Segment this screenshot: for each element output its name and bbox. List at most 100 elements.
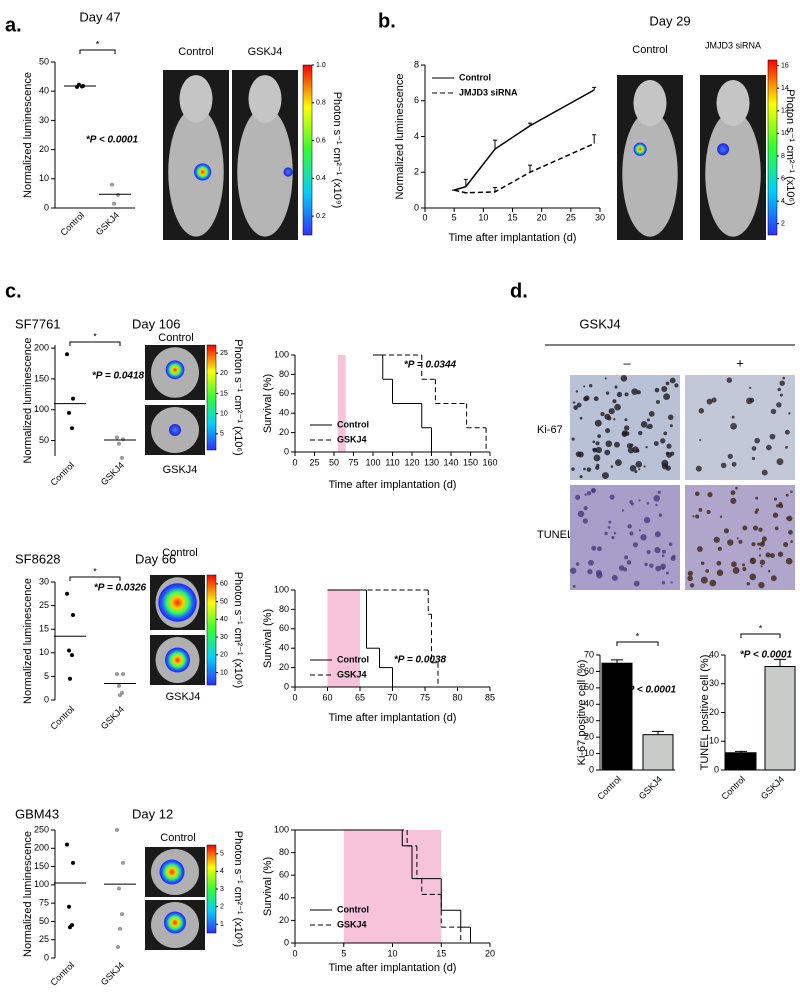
colorbar-tick-label: 16 (781, 62, 789, 69)
stained-cell (648, 411, 655, 417)
data-point (120, 455, 124, 460)
x-tick-label: 60 (322, 692, 332, 702)
stained-cell (661, 549, 666, 554)
stained-cell (667, 414, 674, 421)
category-label: GSKJ4 (637, 774, 664, 801)
y-tick-label: 4 (414, 131, 419, 141)
significance-bracket (616, 641, 659, 646)
stained-cell (707, 492, 713, 498)
stained-cell (751, 446, 757, 451)
stained-cell (595, 446, 603, 454)
data-point (112, 201, 116, 206)
colorbar-tick-label: 0.6 (316, 137, 326, 144)
stained-cell (731, 561, 737, 568)
x-tick-label: 120 (404, 457, 419, 467)
bar (764, 666, 796, 771)
y-axis-label: Normalized luminescence (22, 72, 34, 198)
colorbar-tick-label: 10 (781, 130, 789, 137)
stained-cell (746, 582, 751, 586)
row-label: TUNEL (537, 529, 573, 541)
stained-cell (616, 391, 623, 398)
treatment-window (337, 355, 346, 452)
stained-cell (773, 497, 778, 501)
colorbar-tick-label: 8 (781, 153, 785, 160)
stained-cell (612, 399, 617, 404)
stained-cell (726, 377, 733, 383)
stained-cell (572, 401, 576, 404)
y-axis-label: Normalized luminescence (22, 338, 34, 464)
stained-cell (776, 504, 780, 508)
luminescence-image (617, 75, 683, 240)
stained-cell (765, 552, 771, 558)
stained-cell (776, 402, 782, 408)
x-tick-label: 20 (537, 212, 547, 222)
significance-bracket (69, 341, 121, 346)
stained-cell (577, 451, 584, 458)
stained-cell (611, 535, 615, 540)
y-tick-label: 100 (34, 404, 49, 414)
y-tick-label: 75 (39, 898, 49, 908)
stained-cell (742, 525, 748, 531)
stained-cell (572, 584, 576, 588)
panel-letter: d. (510, 280, 528, 302)
stained-cell (607, 526, 611, 529)
x-tick-label: 75 (348, 457, 358, 467)
data-point (120, 912, 124, 917)
stained-cell (604, 449, 611, 456)
stained-cell (614, 385, 618, 389)
stained-cell (782, 376, 786, 380)
colorbar-tick-label: 20 (220, 370, 228, 377)
tumor-signal (194, 163, 212, 181)
stained-cell (761, 469, 768, 476)
image-label: Control (160, 832, 195, 844)
p-value: *P = 0.0038 (394, 655, 447, 666)
stained-cell (716, 569, 724, 577)
y-tick-label: 100 (274, 584, 289, 594)
luminescence-image (163, 70, 229, 240)
stained-cell (646, 549, 651, 555)
stained-cell (643, 465, 646, 468)
stained-cell (584, 493, 587, 496)
data-point (110, 182, 114, 187)
row-label: Ki-67 (537, 424, 563, 436)
panel-letter: b. (378, 10, 396, 32)
stained-cell (605, 391, 610, 395)
stained-cell (758, 527, 763, 532)
category-label: GSKJ4 (99, 460, 126, 487)
x-tick-label: 100 (365, 457, 380, 467)
stained-cell (660, 438, 666, 444)
y-tick-label: 100 (274, 349, 289, 359)
stained-cell (751, 561, 754, 564)
p-value: *P = 0.0418 (92, 371, 145, 382)
stained-cell (769, 433, 776, 440)
stained-cell (723, 528, 730, 534)
stained-cell (731, 415, 735, 419)
tumor-signal (283, 167, 293, 177)
stained-cell (758, 582, 765, 589)
category-label: Control (596, 774, 624, 802)
luminescence-image (232, 70, 298, 240)
y-tick-label: 20 (279, 662, 289, 672)
p-value: *P < 0.0001 (624, 685, 677, 696)
stained-cell (587, 569, 593, 575)
y-tick-label: 30 (39, 115, 49, 125)
y-tick-label: 200 (34, 342, 49, 352)
y-tick-label: 30 (709, 678, 719, 688)
stained-cell (629, 531, 634, 536)
stained-cell (776, 458, 784, 466)
day-title: Day 12 (132, 806, 173, 821)
p-value: *P < 0.0001 (740, 650, 793, 661)
colorbar-tick-label: 50 (220, 598, 228, 605)
stained-cell (657, 490, 661, 494)
y-tick-label: 20 (279, 427, 289, 437)
stained-cell (604, 531, 608, 536)
p-value: *P < 0.0001 (86, 135, 139, 146)
y-tick-label: 0 (414, 202, 419, 212)
colorbar-label: Photon s⁻¹ cm²⁻¹ (x10⁹) (331, 92, 343, 209)
stained-cell (606, 416, 612, 421)
stained-cell (758, 554, 762, 557)
stained-cell (613, 418, 616, 421)
x-tick-label: 5 (341, 948, 346, 958)
y-tick-label: 0 (284, 446, 289, 456)
stained-cell (592, 440, 596, 444)
